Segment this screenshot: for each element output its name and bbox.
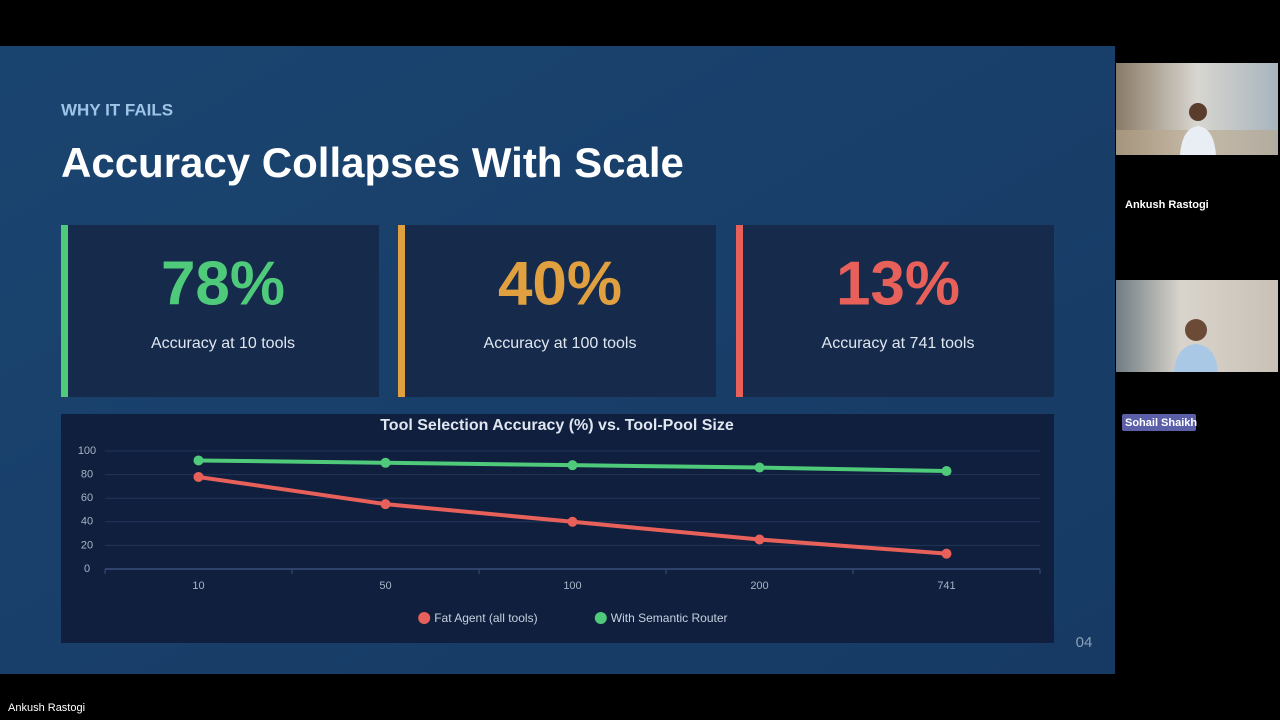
participant-name: Sohail Shaikh xyxy=(1125,417,1197,429)
data-point xyxy=(193,455,204,466)
stat-accent xyxy=(61,225,68,397)
stat-label: Accuracy at 10 tools xyxy=(151,335,295,352)
data-point xyxy=(941,548,952,559)
person-head xyxy=(1185,319,1207,341)
chart: 0 20 40 60 80 100 10 50 100 200 741 Fat Agent (all … xyxy=(78,445,1041,625)
eyebrow: WHY IT FAILS xyxy=(61,100,173,119)
stat-value: 13% xyxy=(836,249,960,318)
data-point xyxy=(567,516,578,527)
stat-label: Accuracy at 100 tools xyxy=(484,335,637,352)
y-tick-label: 80 xyxy=(81,469,93,481)
page-number: 04 xyxy=(1076,634,1093,651)
y-tick-label: 0 xyxy=(84,563,90,575)
stat-label: Accuracy at 741 tools xyxy=(822,335,975,352)
x-tick-label: 50 xyxy=(379,580,391,592)
stat-accent xyxy=(736,225,743,397)
legend-label: Fat Agent (all tools) xyxy=(434,611,537,625)
stat-card xyxy=(61,225,379,397)
data-point xyxy=(193,471,204,482)
chart-panel xyxy=(61,414,1054,643)
participant-name: Ankush Rastogi xyxy=(1125,199,1209,211)
person-head xyxy=(1189,103,1207,121)
chart-title: Tool Selection Accuracy (%) vs. Tool-Poo… xyxy=(380,417,734,434)
stat-value: 40% xyxy=(498,249,622,318)
x-tick-label: 741 xyxy=(937,580,955,592)
stat-cards: 78% Accuracy at 10 tools 40% Accuracy at 10… xyxy=(61,225,1054,397)
x-tick-label: 200 xyxy=(750,580,768,592)
person-body xyxy=(1174,344,1218,372)
stat-card xyxy=(736,225,1054,397)
slide-title: Accuracy Collapses With Scale xyxy=(61,139,684,186)
stat-accent xyxy=(398,225,405,397)
x-tick-label: 100 xyxy=(563,580,581,592)
stat-value: 78% xyxy=(161,249,285,318)
y-tick-label: 20 xyxy=(81,539,93,551)
data-point xyxy=(754,534,765,545)
data-point xyxy=(380,499,391,510)
legend-marker xyxy=(418,612,431,624)
name-badge xyxy=(1122,414,1196,431)
data-point xyxy=(941,466,952,477)
stat-card xyxy=(398,225,716,397)
data-point xyxy=(380,457,391,468)
speaker-name: Ankush Rastogi xyxy=(8,702,85,714)
data-point xyxy=(567,460,578,471)
legend-label: With Semantic Router xyxy=(611,611,728,625)
x-tick-label: 10 xyxy=(192,580,204,592)
legend-marker xyxy=(594,612,607,624)
data-point xyxy=(754,462,765,473)
y-tick-label: 100 xyxy=(78,445,96,457)
y-tick-label: 60 xyxy=(81,492,93,504)
y-tick-label: 40 xyxy=(81,516,93,528)
person-body xyxy=(1180,126,1216,155)
